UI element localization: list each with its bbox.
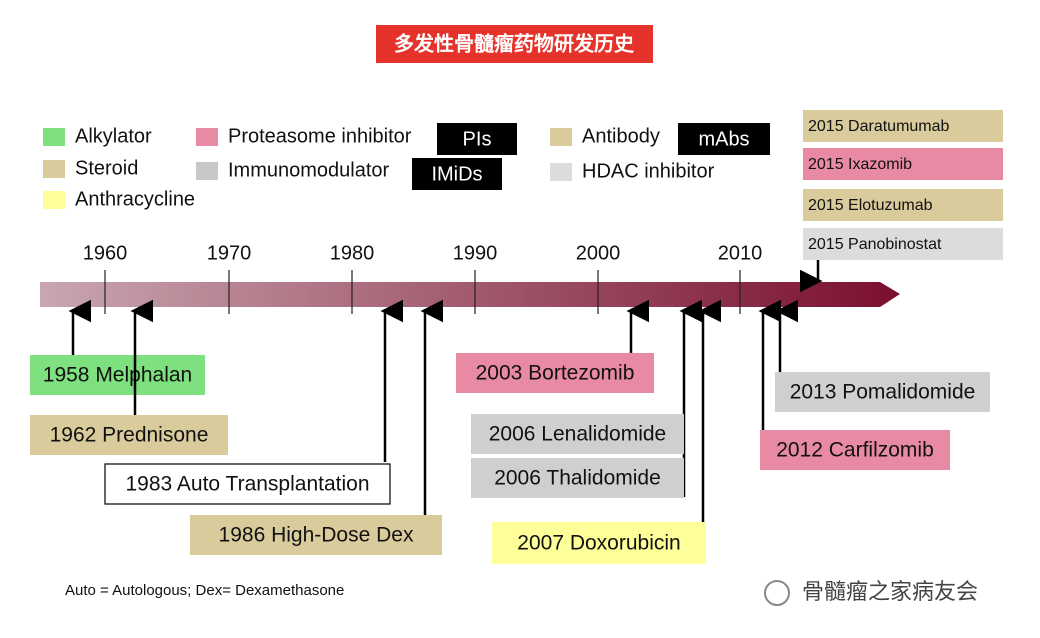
event-box — [775, 372, 990, 412]
recent-box — [803, 148, 1003, 180]
event-label: 1983 Auto Transplantation — [125, 473, 369, 496]
legend-label: Alkylator — [75, 125, 152, 147]
axis-tick-label: 1960 — [83, 242, 128, 264]
badge — [437, 123, 517, 155]
event-label: 1986 High-Dose Dex — [219, 524, 414, 547]
event-box — [492, 522, 706, 564]
legend-swatch — [196, 162, 218, 180]
legend-swatch — [43, 191, 65, 209]
badge-label: IMiDs — [431, 163, 482, 185]
axis-tick-label: 1980 — [330, 242, 375, 264]
event-label: 2007 Doxorubicin — [517, 532, 680, 555]
legend-swatch — [43, 128, 65, 146]
event-box — [104, 463, 391, 505]
axis-tick-label: 1990 — [453, 242, 498, 264]
legend-swatch — [196, 128, 218, 146]
event-label: 2003 Bortezomib — [476, 362, 635, 385]
badge-label: PIs — [463, 128, 492, 150]
event-box — [190, 515, 442, 555]
recent-box — [803, 110, 1003, 142]
badge-label: mAbs — [698, 128, 749, 150]
legend-label: Steroid — [75, 157, 138, 179]
event-label: 1958 Melphalan — [43, 364, 192, 387]
event-label: 2006 Lenalidomide — [489, 423, 666, 446]
title: 多发性骨髓瘤药物研发历史 — [394, 31, 635, 55]
event-box — [760, 430, 950, 470]
event-box — [471, 414, 684, 454]
axis-tick-label: 1970 — [207, 242, 252, 264]
event-box — [471, 458, 684, 498]
legend-label: HDAC inhibitor — [582, 160, 715, 182]
legend-swatch — [43, 160, 65, 178]
recent-label: 2015 Daratumumab — [808, 118, 950, 135]
footnote: Auto = Autologous; Dex= Dexamethasone — [65, 582, 344, 599]
recent-label: 2015 Panobinostat — [808, 236, 942, 253]
legend-label: Proteasome inhibitor — [228, 125, 412, 147]
event-box — [30, 355, 205, 395]
legend-swatch — [550, 163, 572, 181]
recent-label: 2015 Elotuzumab — [808, 197, 933, 214]
event-label: 1962 Prednisone — [50, 424, 209, 447]
event-box — [456, 353, 654, 393]
event-label: 2012 Carfilzomib — [776, 439, 934, 462]
watermark: 骨髓瘤之家病友会 — [802, 579, 978, 604]
watermark-icon — [764, 580, 790, 606]
event-label: 2006 Thalidomide — [494, 467, 661, 490]
event-box — [30, 415, 228, 455]
badge — [412, 158, 502, 190]
axis-tick-label: 2010 — [718, 242, 763, 264]
axis-tick-label: 2000 — [576, 242, 621, 264]
event-label: 2013 Pomalidomide — [790, 381, 976, 404]
recent-label: 2015 Ixazomib — [808, 156, 912, 173]
title-box — [376, 25, 653, 63]
recent-box — [803, 189, 1003, 221]
legend-label: Antibody — [582, 125, 660, 147]
legend-swatch — [550, 128, 572, 146]
legend-label: Anthracycline — [75, 188, 195, 210]
timeline-arrow — [40, 282, 900, 307]
legend-label: Immunomodulator — [228, 159, 390, 181]
recent-box — [803, 228, 1003, 260]
badge — [678, 123, 770, 155]
